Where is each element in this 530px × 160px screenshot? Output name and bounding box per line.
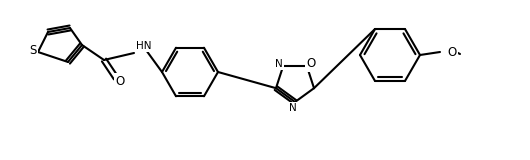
Text: HN: HN xyxy=(136,41,152,51)
Text: O: O xyxy=(306,57,315,70)
Text: N: N xyxy=(289,103,297,113)
Text: O: O xyxy=(447,45,457,59)
Text: O: O xyxy=(116,75,125,88)
Text: S: S xyxy=(29,44,37,56)
Text: N: N xyxy=(276,59,283,69)
